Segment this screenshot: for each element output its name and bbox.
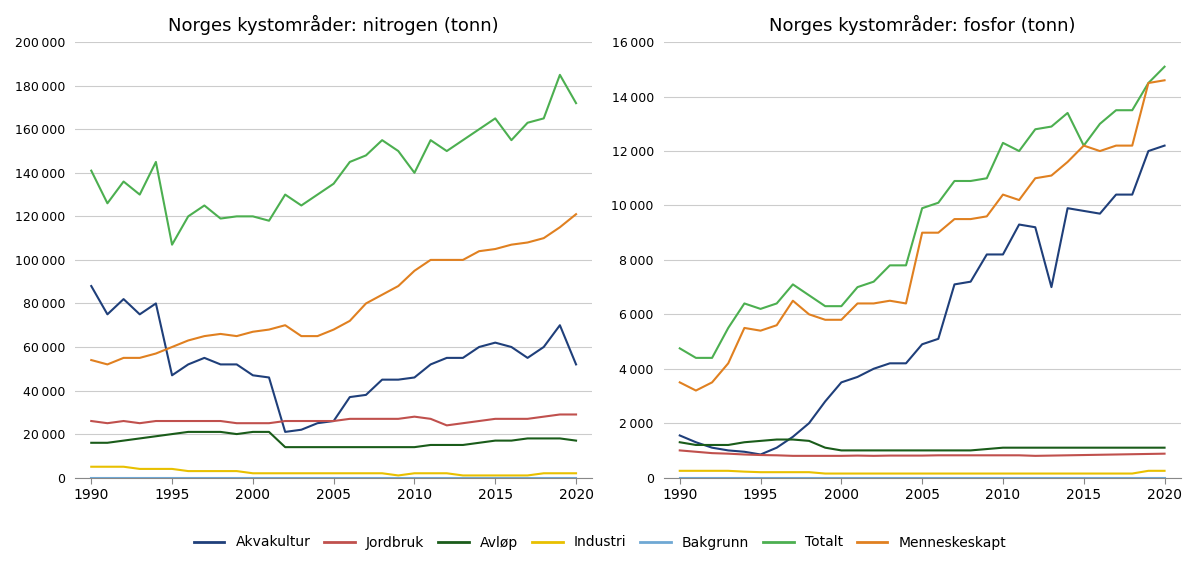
Title: Norges kystområder: fosfor (tonn): Norges kystområder: fosfor (tonn) <box>769 15 1075 35</box>
Legend: Akvakultur, Jordbruk, Avløp, Industri, Bakgrunn, Totalt, Menneskeskapt: Akvakultur, Jordbruk, Avløp, Industri, B… <box>188 530 1012 555</box>
Title: Norges kystområder: nitrogen (tonn): Norges kystområder: nitrogen (tonn) <box>168 15 499 35</box>
